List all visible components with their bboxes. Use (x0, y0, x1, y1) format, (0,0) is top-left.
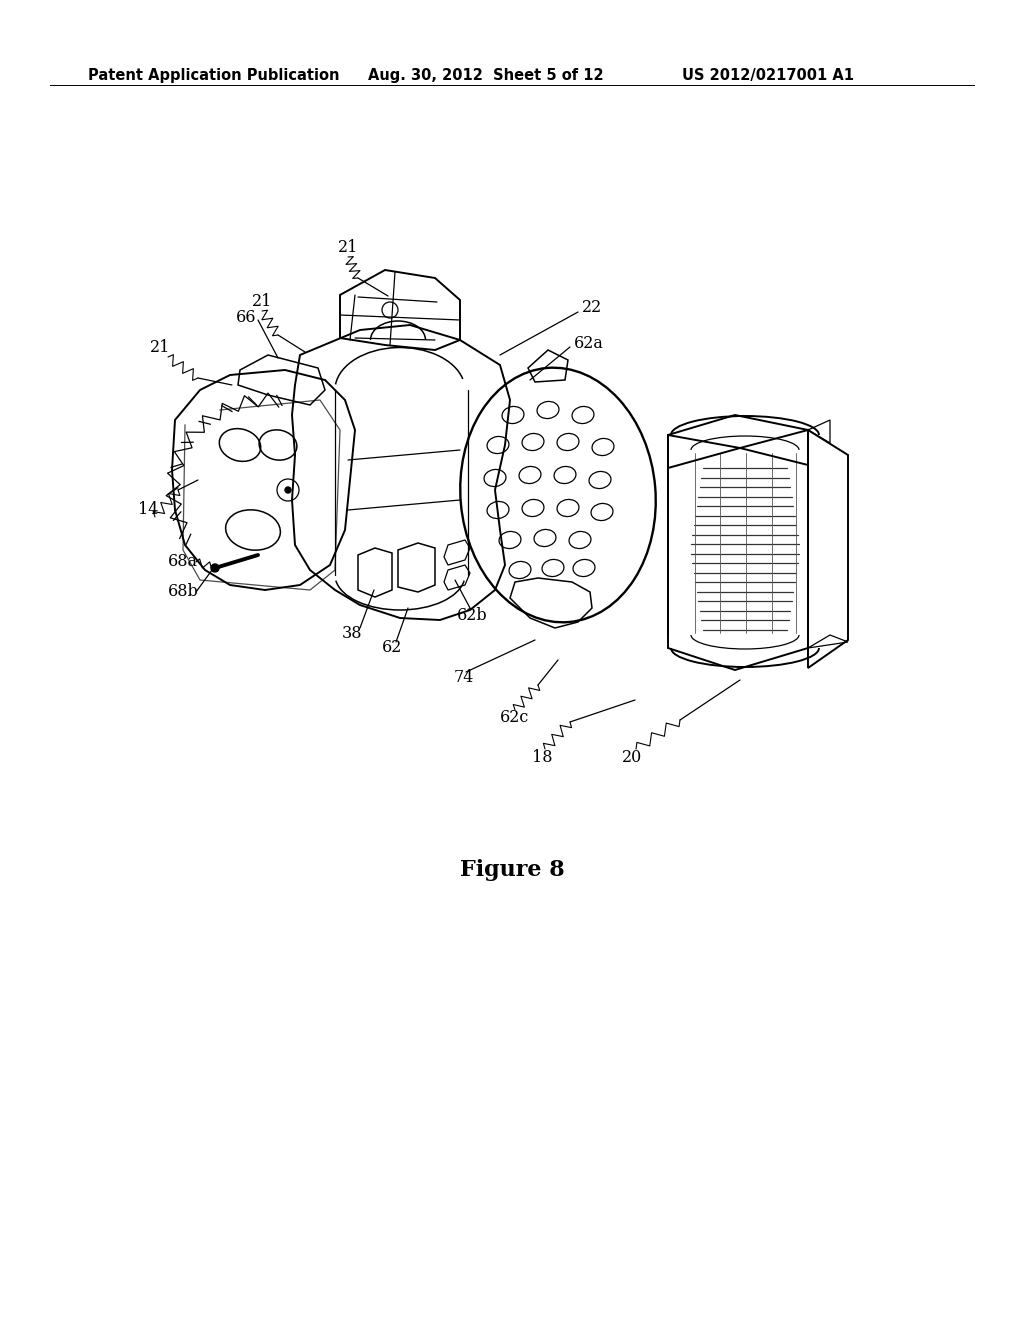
Text: 62c: 62c (501, 710, 529, 726)
Text: 21: 21 (338, 239, 358, 256)
Text: Patent Application Publication: Patent Application Publication (88, 69, 340, 83)
Text: Figure 8: Figure 8 (460, 859, 564, 880)
Text: Aug. 30, 2012  Sheet 5 of 12: Aug. 30, 2012 Sheet 5 of 12 (368, 69, 603, 83)
Text: 62a: 62a (574, 334, 604, 351)
Text: 22: 22 (582, 300, 602, 317)
Text: 74: 74 (454, 669, 474, 686)
Circle shape (285, 487, 291, 492)
Text: 68b: 68b (168, 583, 199, 601)
Text: 66: 66 (236, 309, 256, 326)
Text: 62: 62 (382, 639, 402, 656)
Text: 38: 38 (342, 624, 362, 642)
Text: 20: 20 (622, 748, 642, 766)
Text: US 2012/0217001 A1: US 2012/0217001 A1 (682, 69, 854, 83)
Text: 68a: 68a (168, 553, 198, 570)
Text: 18: 18 (531, 748, 552, 766)
Text: 62b: 62b (457, 606, 487, 623)
Text: 21: 21 (150, 339, 170, 356)
Text: 21: 21 (252, 293, 272, 310)
Circle shape (211, 564, 219, 572)
Text: 14: 14 (138, 502, 158, 519)
